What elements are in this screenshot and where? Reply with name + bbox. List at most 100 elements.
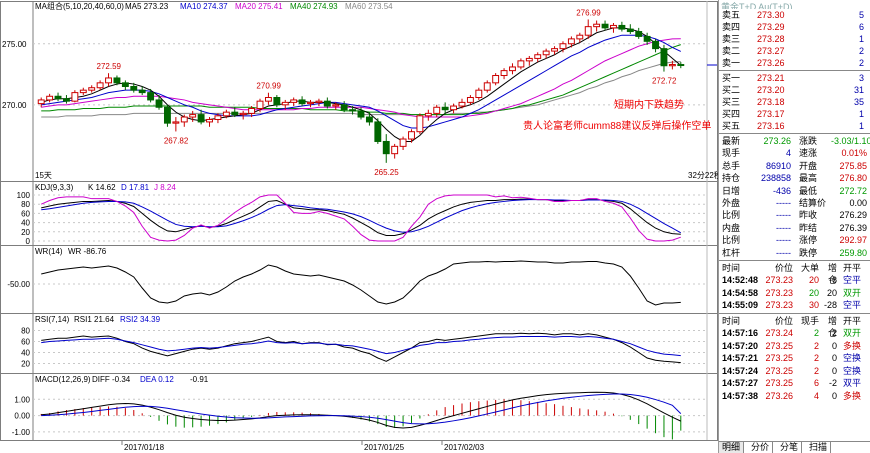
candle bbox=[391, 145, 399, 155]
candle bbox=[113, 77, 121, 84]
trade-cell: 2 bbox=[813, 340, 819, 351]
trade-cell: 2 bbox=[813, 328, 819, 339]
level-label: 买二 bbox=[722, 85, 741, 95]
x-axis-date-label: 2017/02/03 bbox=[444, 443, 485, 452]
big-orders-table[interactable]: 时间 价位 大单 增仓 开平 14:52:48 273.23 20 -6 空平 14:54:58 27… bbox=[719, 262, 870, 312]
stat-label: 涨停 bbox=[799, 235, 818, 246]
candle bbox=[231, 111, 239, 116]
trade-row[interactable]: 14:57:27 273.25 6 -2 双平 bbox=[719, 377, 870, 390]
candle bbox=[551, 48, 559, 52]
y-tick-label: 270.00 bbox=[2, 101, 27, 110]
orderbook-row[interactable]: 买二 273.20 31 bbox=[719, 84, 870, 96]
trade-cell: 2 bbox=[813, 353, 819, 364]
candle bbox=[534, 54, 542, 59]
trade-row[interactable]: 14:57:16 273.24 2 2 双开 bbox=[719, 327, 870, 340]
kdj-legend-k: K 14.62 bbox=[88, 183, 116, 192]
stat-label: 日增 bbox=[722, 185, 741, 196]
orderbook-row[interactable]: 买三 273.18 35 bbox=[719, 96, 870, 108]
price-annotation: 272.72 bbox=[652, 77, 677, 86]
candle bbox=[408, 131, 415, 140]
candle bbox=[382, 140, 390, 155]
table-header: 时间 价位 现手 增仓 开平 bbox=[719, 315, 870, 339]
stat-row: 日增 -436 最低 272.72 bbox=[719, 185, 870, 197]
candle bbox=[458, 101, 466, 107]
ma40-line bbox=[41, 44, 681, 116]
candle bbox=[584, 26, 592, 36]
candle bbox=[626, 28, 634, 33]
tab-2[interactable]: 分笔 bbox=[777, 442, 803, 453]
stat-row: 外盘 ----- 结算价 0.00 bbox=[719, 197, 870, 209]
stat-label: 昨结 bbox=[799, 222, 818, 233]
level-price: 273.29 bbox=[757, 22, 785, 32]
tab-3[interactable]: 扫描 bbox=[806, 442, 832, 453]
tick-table[interactable]: 时间 价位 现手 增仓 开平 14:57:16 273.24 2 2 双开 14:57:20 273.… bbox=[719, 315, 870, 403]
stat-row: 持仓 238858 最高 276.80 bbox=[719, 172, 870, 184]
stat-label: 总手 bbox=[722, 160, 741, 171]
stat-row: 最新 273.26 涨跌 -3.03/1.10% bbox=[719, 135, 870, 147]
trade-row[interactable]: 14:54:58 273.23 20 20 双开 bbox=[719, 287, 870, 300]
tab-0[interactable]: 明细 bbox=[719, 442, 745, 453]
candle bbox=[290, 99, 298, 103]
header-cell: 开平 bbox=[843, 315, 862, 326]
candle bbox=[340, 104, 348, 111]
candle bbox=[46, 95, 54, 101]
candle bbox=[567, 38, 575, 45]
detail-tabs: 明细 分价 分笔 扫描 bbox=[719, 441, 870, 453]
tab-1[interactable]: 分价 bbox=[748, 442, 774, 453]
stat-label: 最低 bbox=[799, 185, 818, 196]
level-label: 买三 bbox=[722, 97, 741, 107]
trade-row[interactable]: 14:55:09 273.23 30 -28 空平 bbox=[719, 299, 870, 312]
table-header: 时间 价位 大单 增仓 开平 bbox=[719, 262, 870, 286]
header-cell: 时间 bbox=[722, 315, 741, 326]
stat-label: 比例 bbox=[722, 210, 741, 221]
candle bbox=[315, 100, 323, 103]
y-tick-label: -1.00 bbox=[12, 428, 31, 437]
trade-cell: 2 bbox=[831, 328, 837, 339]
trade-cell: 14:57:16 bbox=[722, 328, 759, 339]
rsi-legend-rsi1: RSI1 21.64 bbox=[74, 315, 115, 324]
x-axis-date-label: 2017/01/25 bbox=[364, 443, 405, 452]
trade-cell: 14:52:48 bbox=[722, 275, 759, 286]
trade-row[interactable]: 14:52:48 273.23 20 -6 空平 bbox=[719, 274, 870, 287]
trade-cell: 空平 bbox=[843, 275, 862, 286]
candle bbox=[214, 115, 222, 120]
orderbook-row[interactable]: 卖四 273.29 6 bbox=[719, 21, 870, 33]
candle bbox=[206, 118, 213, 123]
trade-cell: 2 bbox=[813, 365, 819, 376]
stat-label: 昨收 bbox=[799, 210, 818, 221]
chart-area[interactable]: 275.00 270.00 MA组合(5,10,20,40,60,0) MA5 273… bbox=[0, 0, 718, 453]
trade-cell: 14:55:09 bbox=[722, 300, 759, 311]
trade-row[interactable]: 14:57:21 273.25 2 0 空换 bbox=[719, 352, 870, 365]
trade-row[interactable]: 14:57:24 273.25 2 0 空换 bbox=[719, 365, 870, 378]
candle bbox=[433, 106, 441, 114]
candle bbox=[475, 89, 483, 98]
ma-legend-ma10: MA10 274.37 bbox=[180, 2, 228, 11]
advice-note: 贵人论富老师cumm88建议反弹后操作空单 bbox=[523, 119, 711, 132]
trade-cell: -6 bbox=[828, 275, 837, 286]
candle bbox=[349, 109, 357, 112]
ma-legend-ma60: MA60 273.54 bbox=[345, 2, 393, 11]
level-price: 273.21 bbox=[757, 73, 785, 83]
orderbook-row[interactable]: 卖一 273.26 2 bbox=[719, 57, 870, 69]
candle bbox=[466, 96, 474, 103]
orderbook-row[interactable]: 买五 273.16 1 bbox=[719, 120, 870, 132]
stat-label: 结算价 bbox=[799, 197, 827, 208]
trade-row[interactable]: 14:57:20 273.25 2 0 多换 bbox=[719, 340, 870, 353]
orderbook-row[interactable]: 卖三 273.28 1 bbox=[719, 33, 870, 45]
trade-row[interactable]: 14:57:38 273.26 4 0 多换 bbox=[719, 390, 870, 403]
trade-cell: 空换 bbox=[843, 353, 862, 364]
header-cell: 价位 bbox=[774, 262, 793, 273]
trade-cell: -2 bbox=[828, 378, 837, 389]
panel-frame-4 bbox=[0, 373, 718, 441]
wr-legend: WR -86.76 bbox=[68, 247, 107, 256]
orderbook-row[interactable]: 卖五 273.30 5 bbox=[719, 9, 870, 21]
candle bbox=[618, 24, 626, 30]
orderbook-row[interactable]: 买四 273.17 1 bbox=[719, 108, 870, 120]
y-tick-label: 275.00 bbox=[2, 40, 27, 49]
orderbook-row[interactable]: 买一 273.21 3 bbox=[719, 72, 870, 84]
wr-title: WR(14) bbox=[35, 247, 63, 256]
orderbook-row[interactable]: 卖二 273.27 2 bbox=[719, 45, 870, 57]
y-tick-label: 0 bbox=[26, 237, 31, 246]
stat-row: 内盘 ----- 昨结 276.39 bbox=[719, 222, 870, 234]
level-volume: 1 bbox=[858, 109, 864, 119]
